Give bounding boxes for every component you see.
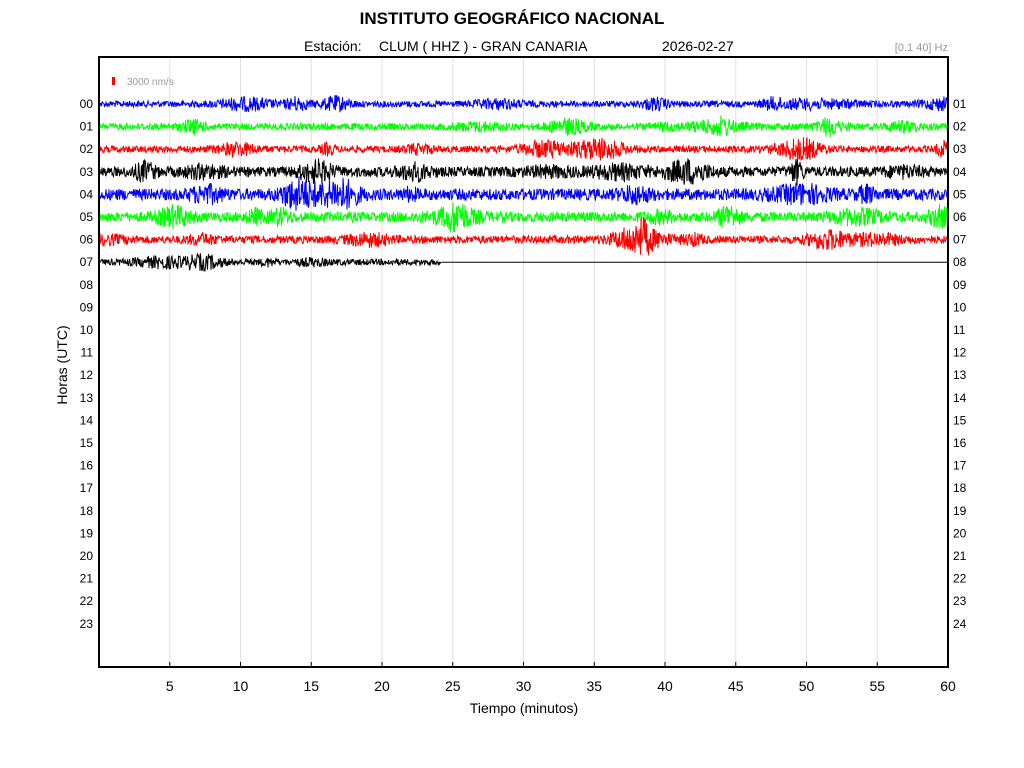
- amplitude-scale: 3000 nm/s: [112, 77, 174, 88]
- x-axis-label: Tiempo (minutos): [469, 700, 579, 716]
- left-hour-label: 23: [80, 617, 94, 631]
- right-hour-label: 17: [953, 459, 967, 473]
- station-label: Estación:: [304, 38, 362, 54]
- left-hour-label: 12: [80, 368, 94, 382]
- right-hour-label: 11: [953, 323, 966, 337]
- left-hour-label: 11: [81, 346, 94, 360]
- left-hour-label: 15: [80, 436, 94, 450]
- trace-hour-05: [99, 202, 949, 233]
- right-hour-label: 14: [953, 391, 967, 405]
- x-tick-label: 35: [586, 678, 602, 694]
- right-hour-label: 01: [953, 97, 967, 111]
- trace-hour-07: [99, 253, 442, 273]
- right-hour-label: 08: [953, 255, 967, 269]
- left-hour-label: 13: [80, 391, 94, 405]
- x-tick-label: 40: [657, 678, 673, 694]
- right-hour-label: 10: [953, 300, 967, 314]
- left-hour-label: 18: [80, 504, 94, 518]
- trace-hour-02: [99, 136, 949, 161]
- tick-labels: 5 10 15 20 25 30 35 40 45 50 55 60 00 01 02 03 04 05 06 07 0…: [80, 97, 967, 694]
- left-hour-label: 14: [80, 413, 94, 427]
- right-hour-label: 24: [953, 617, 967, 631]
- left-hour-label: 05: [80, 210, 94, 224]
- left-hour-label: 20: [80, 549, 94, 563]
- right-hour-label: 15: [953, 413, 967, 427]
- left-hour-label: 02: [80, 142, 94, 156]
- right-hour-label: 02: [953, 120, 967, 134]
- date-label: 2026-02-27: [662, 38, 734, 54]
- scale-label: 3000 nm/s: [127, 77, 174, 88]
- trace-hour-03: [99, 157, 949, 186]
- right-hour-label: 05: [953, 187, 967, 201]
- right-hour-label: 13: [953, 368, 967, 382]
- left-hour-label: 07: [80, 255, 94, 269]
- left-hour-label: 22: [80, 594, 94, 608]
- right-hour-label: 06: [953, 210, 967, 224]
- right-hour-label: 22: [953, 572, 967, 586]
- left-hour-label: 16: [80, 459, 94, 473]
- x-tick-label: 55: [869, 678, 885, 694]
- right-hour-label: 19: [953, 504, 967, 518]
- right-hour-label: 04: [953, 165, 967, 179]
- left-hour-label: 04: [80, 187, 94, 201]
- left-hour-label: 17: [80, 481, 94, 495]
- x-tick-label: 25: [445, 678, 461, 694]
- left-hour-label: 06: [80, 233, 94, 247]
- trace-hour-01: [99, 115, 949, 138]
- left-hour-label: 10: [80, 323, 94, 337]
- left-hour-label: 00: [80, 97, 94, 111]
- left-hour-label: 03: [80, 165, 94, 179]
- right-hour-label: 18: [953, 481, 967, 495]
- x-tick-label: 5: [166, 678, 174, 694]
- left-hour-label: 19: [80, 526, 94, 540]
- right-hour-label: 20: [953, 526, 967, 540]
- trace-hour-04: [99, 176, 949, 211]
- x-tick-label: 45: [728, 678, 744, 694]
- right-hour-label: 23: [953, 594, 967, 608]
- right-hour-label: 12: [953, 346, 967, 360]
- x-tick-label: 15: [303, 678, 319, 694]
- trace-hour-00: [99, 95, 949, 113]
- x-tick-label: 50: [799, 678, 815, 694]
- scale-bar: [112, 77, 115, 85]
- right-hour-label: 07: [953, 233, 967, 247]
- right-hour-label: 21: [953, 549, 967, 563]
- right-hour-label: 09: [953, 278, 967, 292]
- trace-layer: [99, 95, 949, 273]
- x-tick-label: 30: [516, 678, 532, 694]
- left-hour-label: 08: [80, 278, 94, 292]
- trace-hour-06: [99, 217, 949, 256]
- plot-frame: [98, 56, 949, 668]
- station-name: CLUM ( HHZ ) - GRAN CANARIA: [379, 38, 588, 54]
- right-hour-label: 03: [953, 142, 967, 156]
- x-tick-label: 20: [374, 678, 390, 694]
- left-hour-label: 21: [80, 572, 94, 586]
- grid-lines: [169, 57, 878, 667]
- filter-band: [0.1 40] Hz: [894, 42, 948, 54]
- page-title: INSTITUTO GEOGRÁFICO NACIONAL: [359, 9, 665, 28]
- left-hour-label: 09: [80, 300, 94, 314]
- x-tick-label: 10: [233, 678, 249, 694]
- right-hour-label: 16: [953, 436, 967, 450]
- x-tick-label: 60: [940, 678, 956, 694]
- left-hour-label: 01: [80, 120, 94, 134]
